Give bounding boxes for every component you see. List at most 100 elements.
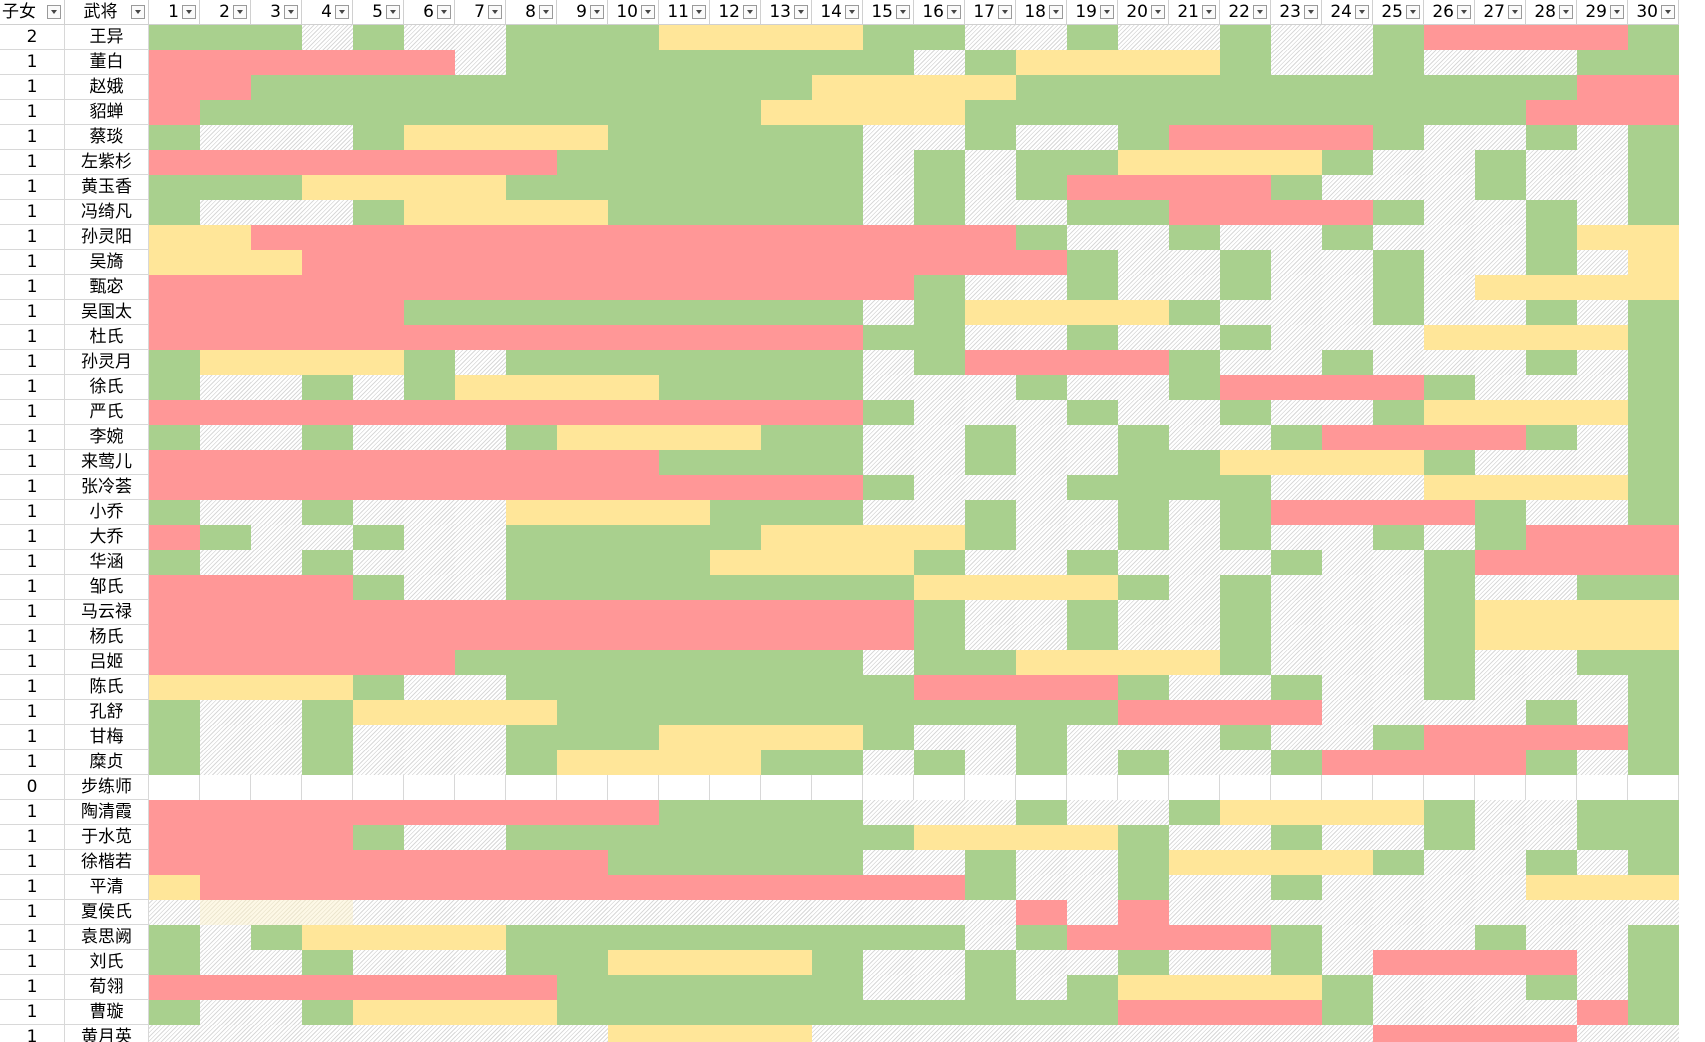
schedule-cell	[302, 200, 353, 225]
schedule-cell	[659, 825, 710, 850]
filter-button[interactable]	[998, 5, 1012, 19]
name-cell: 夏侯氏	[65, 900, 149, 925]
schedule-cell	[1424, 950, 1475, 975]
schedule-cell	[1016, 100, 1067, 125]
schedule-cell	[200, 825, 251, 850]
schedule-cell	[1577, 25, 1628, 50]
schedule-cell	[1016, 750, 1067, 775]
schedule-cell	[761, 1000, 812, 1025]
schedule-cell	[1526, 425, 1577, 450]
filter-button[interactable]	[947, 5, 961, 19]
schedule-cell	[1067, 775, 1118, 800]
filter-button[interactable]	[845, 5, 859, 19]
filter-button[interactable]	[1610, 5, 1624, 19]
children-cell: 1	[0, 700, 65, 725]
schedule-cell	[1067, 600, 1118, 625]
schedule-cell	[1628, 175, 1679, 200]
schedule-cell	[1118, 325, 1169, 350]
schedule-cell	[149, 600, 200, 625]
schedule-cell	[506, 450, 557, 475]
schedule-cell	[863, 475, 914, 500]
filter-button[interactable]	[1661, 5, 1675, 19]
schedule-cell	[302, 500, 353, 525]
header-cell: 12	[710, 0, 761, 25]
filter-button[interactable]	[47, 5, 61, 19]
schedule-cell	[1169, 350, 1220, 375]
schedule-cell	[761, 25, 812, 50]
name-cell: 小乔	[65, 500, 149, 525]
schedule-cell	[1220, 750, 1271, 775]
schedule-cell	[1373, 50, 1424, 75]
schedule-cell	[914, 875, 965, 900]
schedule-cell	[863, 850, 914, 875]
schedule-cell	[659, 475, 710, 500]
filter-button[interactable]	[539, 5, 553, 19]
filter-button[interactable]	[1559, 5, 1573, 19]
filter-button[interactable]	[1355, 5, 1369, 19]
schedule-cell	[251, 275, 302, 300]
schedule-cell	[1526, 575, 1577, 600]
schedule-cell	[812, 600, 863, 625]
filter-button[interactable]	[1406, 5, 1420, 19]
schedule-cell	[1067, 725, 1118, 750]
cell-text: 27	[1483, 2, 1505, 22]
schedule-cell	[1424, 275, 1475, 300]
schedule-cell	[353, 1000, 404, 1025]
filter-button[interactable]	[743, 5, 757, 19]
schedule-cell	[455, 825, 506, 850]
filter-button[interactable]	[794, 5, 808, 19]
schedule-cell	[1577, 150, 1628, 175]
schedule-cell	[404, 275, 455, 300]
children-cell: 1	[0, 575, 65, 600]
filter-button[interactable]	[896, 5, 910, 19]
schedule-cell	[353, 900, 404, 925]
schedule-cell	[1169, 275, 1220, 300]
filter-button[interactable]	[692, 5, 706, 19]
schedule-cell	[404, 50, 455, 75]
schedule-cell	[1169, 150, 1220, 175]
schedule-cell	[1628, 775, 1679, 800]
schedule-cell	[1526, 275, 1577, 300]
schedule-cell	[200, 900, 251, 925]
children-cell: 1	[0, 850, 65, 875]
schedule-cell	[1628, 450, 1679, 475]
filter-button[interactable]	[1202, 5, 1216, 19]
cell-text: 26	[1432, 2, 1454, 22]
filter-button[interactable]	[1151, 5, 1165, 19]
filter-button[interactable]	[1508, 5, 1522, 19]
schedule-cell	[761, 575, 812, 600]
filter-button[interactable]	[1049, 5, 1063, 19]
schedule-cell	[1016, 850, 1067, 875]
schedule-cell	[1424, 750, 1475, 775]
children-cell: 1	[0, 125, 65, 150]
filter-button[interactable]	[1253, 5, 1267, 19]
schedule-cell	[1628, 825, 1679, 850]
schedule-cell	[1322, 525, 1373, 550]
filter-button[interactable]	[233, 5, 247, 19]
filter-button[interactable]	[131, 5, 145, 19]
schedule-cell	[1373, 475, 1424, 500]
filter-button[interactable]	[488, 5, 502, 19]
filter-button[interactable]	[386, 5, 400, 19]
schedule-cell	[200, 300, 251, 325]
schedule-cell	[1271, 950, 1322, 975]
filter-button[interactable]	[182, 5, 196, 19]
schedule-cell	[659, 725, 710, 750]
schedule-cell	[1322, 725, 1373, 750]
schedule-cell	[1016, 125, 1067, 150]
schedule-cell	[659, 750, 710, 775]
schedule-cell	[1373, 900, 1424, 925]
schedule-cell	[251, 375, 302, 400]
filter-button[interactable]	[1100, 5, 1114, 19]
header-cell: 30	[1628, 0, 1679, 25]
children-cell: 1	[0, 250, 65, 275]
children-cell: 1	[0, 750, 65, 775]
filter-button[interactable]	[1457, 5, 1471, 19]
cell-text: 3	[270, 2, 281, 22]
filter-button[interactable]	[590, 5, 604, 19]
filter-button[interactable]	[284, 5, 298, 19]
filter-button[interactable]	[335, 5, 349, 19]
filter-button[interactable]	[1304, 5, 1318, 19]
filter-button[interactable]	[641, 5, 655, 19]
filter-button[interactable]	[437, 5, 451, 19]
